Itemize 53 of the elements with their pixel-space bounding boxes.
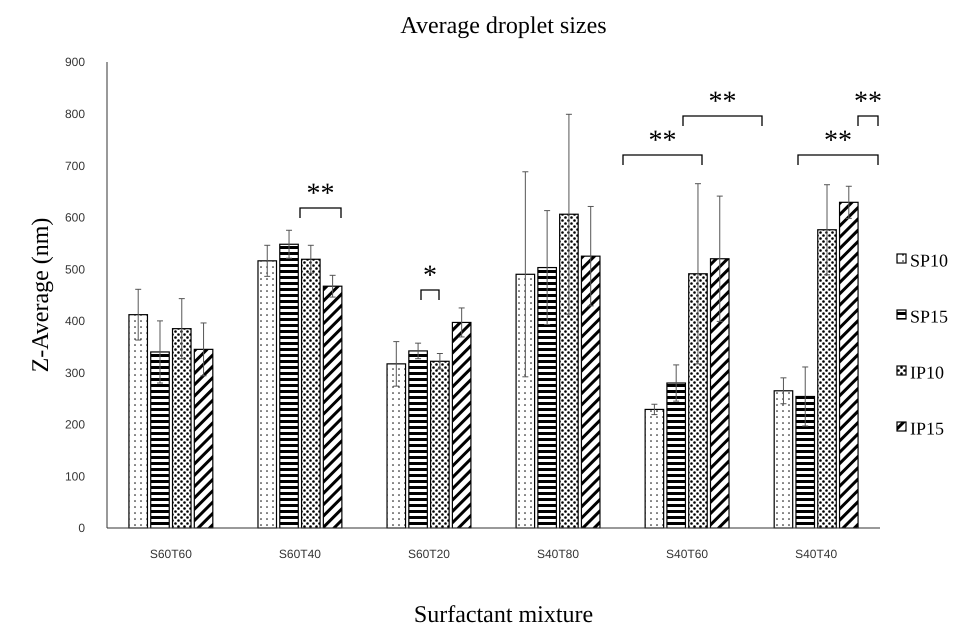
x-tick-label: S40T40 xyxy=(795,547,838,561)
bar xyxy=(688,273,708,529)
annotation: ** xyxy=(648,125,676,156)
x-tick-label: S60T40 xyxy=(278,547,322,561)
x-tick-label: S40T80 xyxy=(537,547,580,561)
x-tick-label: S60T60 xyxy=(150,547,192,561)
bar xyxy=(257,260,278,529)
y-tick-label: 0 xyxy=(78,521,86,536)
y-tick-label: 100 xyxy=(64,469,86,484)
bar xyxy=(172,328,192,529)
y-axis-title: Z-Average (nm) xyxy=(28,218,54,372)
y-tick-label: 300 xyxy=(64,366,86,380)
annotation: * xyxy=(423,260,437,291)
bar xyxy=(300,258,321,529)
bar xyxy=(430,360,450,529)
bar xyxy=(194,348,214,529)
bar xyxy=(580,256,601,529)
annotation: ** xyxy=(824,125,852,156)
y-tick-label: 500 xyxy=(64,262,86,276)
x-tick-label: S60T20 xyxy=(408,547,450,561)
bar xyxy=(666,382,686,529)
legend-label: IP10 xyxy=(910,362,944,382)
bar xyxy=(150,351,170,529)
legend-label: SP15 xyxy=(910,306,948,326)
y-tick-label: 800 xyxy=(64,106,86,121)
y-tick-label: 600 xyxy=(64,210,86,225)
bar xyxy=(279,244,299,529)
y-tick-label: 700 xyxy=(64,158,86,173)
bar xyxy=(515,274,536,529)
bar xyxy=(838,202,859,529)
y-tick-label: 900 xyxy=(64,55,86,70)
x-axis-title: Surfactant mixture xyxy=(414,602,594,628)
bar xyxy=(452,322,472,529)
y-tick-label: 200 xyxy=(64,418,86,432)
bar xyxy=(386,363,406,529)
bar xyxy=(322,286,342,529)
bar xyxy=(408,350,428,529)
bar xyxy=(644,408,664,529)
legend-label: IP15 xyxy=(910,418,944,438)
chart-title: Average droplet sizes xyxy=(400,13,607,39)
annotation: ** xyxy=(306,178,334,209)
y-tick-label: 400 xyxy=(64,314,86,328)
bar xyxy=(795,396,816,529)
bar xyxy=(128,314,148,529)
bar xyxy=(537,266,557,529)
bar xyxy=(559,214,579,529)
bar xyxy=(817,229,837,529)
x-tick-label: S40T60 xyxy=(666,547,708,561)
legend-label: SP10 xyxy=(910,250,948,270)
annotation: ** xyxy=(708,86,736,117)
bar xyxy=(774,390,794,529)
annotation: ** xyxy=(854,86,882,117)
bar xyxy=(710,258,730,529)
